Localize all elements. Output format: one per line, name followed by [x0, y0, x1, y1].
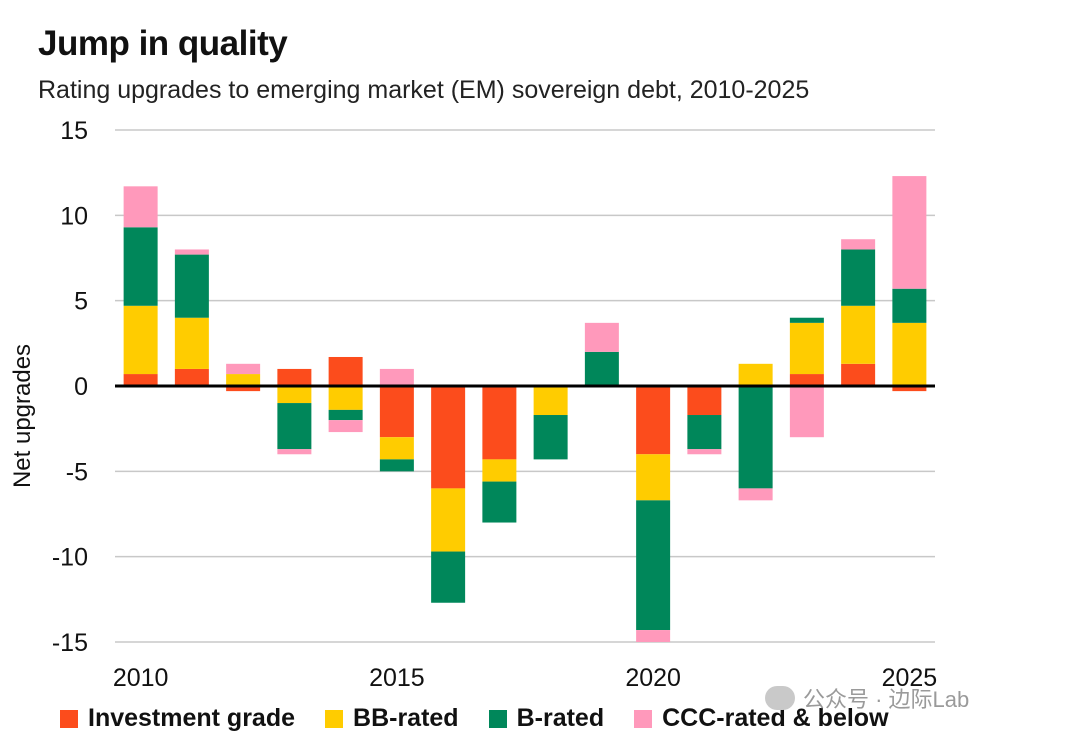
- bar-segment: [123, 186, 158, 228]
- bar-segment: [379, 386, 414, 438]
- bar-segment: [328, 409, 363, 421]
- bar-segment: [431, 488, 466, 552]
- legend-item: Investment grade: [60, 704, 295, 733]
- legend-label: BB-rated: [353, 704, 459, 732]
- bar-segment: [584, 351, 619, 386]
- bar-segment: [328, 420, 363, 433]
- bar-segment: [841, 305, 876, 364]
- bar-segment: [738, 488, 773, 501]
- bar-segment: [892, 322, 927, 386]
- y-tick-label: -5: [66, 458, 88, 486]
- bar-segment: [584, 322, 619, 352]
- chart-subtitle: Rating upgrades to emerging market (EM) …: [38, 76, 810, 104]
- bar-segment: [379, 437, 414, 460]
- watermark: 公众号 · 边际Lab: [765, 682, 969, 714]
- bar-segment: [174, 368, 209, 386]
- bar-segment: [789, 374, 824, 386]
- bar-segment: [431, 551, 466, 603]
- bar-segment: [174, 249, 209, 255]
- y-tick-label: 5: [74, 288, 88, 316]
- bar-segment: [379, 368, 414, 386]
- legend-label: B-rated: [516, 704, 605, 732]
- y-tick-label: 15: [60, 117, 88, 145]
- x-tick-label: 2015: [369, 664, 425, 692]
- bar-segment: [174, 317, 209, 369]
- legend-item: BB-rated: [325, 704, 459, 733]
- y-tick-label: 0: [74, 373, 88, 401]
- y-tick-label: -15: [52, 629, 88, 657]
- legend-swatch: [325, 709, 344, 728]
- wechat-icon: [765, 686, 795, 710]
- bar-segment: [636, 386, 671, 455]
- legend-swatch: [60, 709, 78, 728]
- x-tick-label: 2010: [113, 664, 169, 692]
- bar-segment: [482, 459, 517, 482]
- bar-segment: [841, 363, 876, 386]
- bar-segment: [841, 239, 876, 250]
- y-tick-label: 10: [60, 202, 88, 230]
- bar-segment: [789, 386, 824, 438]
- bar-segment: [533, 386, 568, 416]
- bar-segment: [174, 254, 209, 318]
- watermark-text: 公众号 · 边际Lab: [803, 687, 970, 712]
- bar-segment: [841, 249, 876, 306]
- bar-segment: [226, 363, 261, 375]
- bar-segment: [533, 415, 568, 460]
- bar-segment: [636, 454, 671, 501]
- bar-segment: [328, 386, 363, 410]
- bar-segment: [277, 368, 312, 386]
- bar-segment: [738, 386, 773, 489]
- bar-segment: [226, 386, 261, 392]
- bar-segment: [226, 374, 261, 386]
- y-tick-label: -10: [52, 544, 88, 572]
- bar-segment: [892, 176, 927, 289]
- legend-label: Investment grade: [88, 704, 296, 732]
- bar-segment: [328, 356, 363, 386]
- x-tick-label: 2020: [625, 664, 681, 692]
- bar-segment: [123, 227, 158, 306]
- bar-segment: [687, 386, 722, 416]
- legend-swatch: [634, 709, 653, 728]
- bar-segment: [687, 415, 722, 450]
- y-axis-label: Net upgrades: [9, 344, 36, 488]
- bar-segment: [379, 459, 414, 472]
- bar-segment: [892, 386, 927, 392]
- x-tick-label: 2025: [882, 664, 938, 692]
- bar-segment: [123, 374, 158, 386]
- bar-segment: [431, 386, 466, 489]
- legend-item: B-rated: [488, 704, 605, 733]
- chart-title: Jump in quality: [38, 24, 288, 63]
- bar-segment: [277, 403, 312, 450]
- legend-swatch: [488, 709, 507, 728]
- bar-segment: [892, 288, 927, 323]
- bar-segment: [482, 481, 517, 523]
- bar-segment: [789, 317, 824, 323]
- bar-segment: [277, 449, 312, 455]
- bar-segment: [636, 630, 671, 642]
- bar-segment: [277, 386, 312, 404]
- bar-segment: [123, 305, 158, 375]
- bar-segment: [738, 363, 773, 386]
- bar-segment: [482, 386, 517, 460]
- bar-segment: [789, 322, 824, 375]
- bar-segment: [636, 500, 671, 631]
- bar-segment: [687, 449, 722, 455]
